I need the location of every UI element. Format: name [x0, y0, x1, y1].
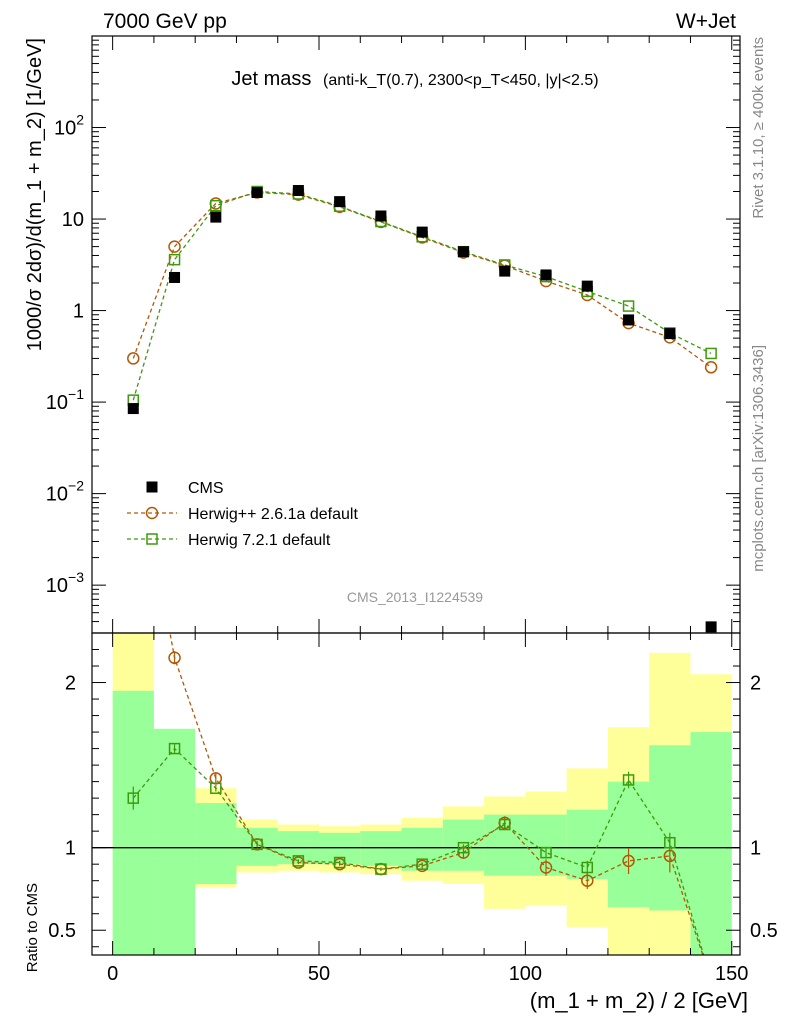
ratio-y-tick-label-right: 1 — [750, 838, 761, 860]
mc-point — [705, 347, 717, 360]
cms-data-point — [581, 280, 593, 292]
band-inner-bin — [690, 732, 732, 955]
main-title-detail: (anti-k_T(0.7), 2300<p_T<450, |y|<2.5) — [323, 72, 599, 89]
main-title-text: Jet mass — [231, 68, 311, 90]
ratio-y-tick-label-right: 2 — [750, 673, 761, 695]
ratio-point — [127, 792, 140, 804]
band-inner-bin — [319, 832, 361, 865]
cms-data-point — [292, 185, 304, 197]
cms-data-point — [540, 269, 552, 281]
main-series-group — [127, 185, 718, 633]
ratio-point — [664, 836, 676, 849]
legend-label: CMS — [188, 480, 224, 497]
legend-item: Herwig++ 2.6.1a default — [127, 506, 358, 523]
ratio-y-tick-label: 0.5 — [48, 920, 76, 942]
ratio-y-tick-label-right: 0.5 — [750, 920, 778, 942]
cms-data-point — [375, 210, 387, 222]
ratio-series-group — [127, 429, 705, 955]
cms-data-point — [416, 226, 428, 238]
uncertainty-band-inner — [112, 690, 732, 955]
ratio-point — [540, 846, 552, 859]
legend-marker — [145, 506, 159, 520]
side-label-rivet: Rivet 3.1.10, ≥ 400k events — [750, 37, 767, 219]
y-tick-label: 102 — [54, 112, 84, 140]
band-inner-bin — [649, 745, 691, 911]
ratio-point — [168, 742, 181, 755]
ratio-ylabel: Ratio to CMS — [24, 883, 41, 972]
legend-marker — [146, 481, 158, 493]
legend-label: Herwig++ 2.6.1a default — [188, 506, 358, 523]
mc-point — [168, 240, 181, 253]
mc-point — [127, 352, 140, 365]
header-left: 7000 GeV pp — [103, 10, 227, 33]
mc-point — [704, 361, 718, 374]
ratio-point — [457, 841, 470, 854]
ratio-point — [498, 818, 511, 831]
ratio-series-line — [169, 633, 704, 955]
y-tick-label: 10−3 — [46, 569, 84, 597]
cms-data-point — [251, 187, 263, 199]
mc-point — [168, 253, 181, 266]
band-inner-bin — [607, 781, 650, 908]
legend-item: Herwig 7.2.1 default — [127, 532, 331, 549]
y-tick-label: 10−2 — [46, 478, 84, 506]
x-tick-label: 50 — [308, 963, 330, 985]
ratio-point — [128, 429, 139, 440]
x-tick-label: 100 — [509, 963, 542, 985]
x-tick-label: 150 — [715, 963, 748, 985]
ratio-point — [375, 863, 387, 875]
cms-data-point — [705, 621, 717, 633]
band-inner-bin — [360, 831, 402, 866]
y-tick-label: 10 — [62, 209, 84, 231]
ratio-point — [251, 838, 263, 851]
header-right: W+Jet — [676, 10, 736, 33]
cms-data-point — [623, 314, 635, 326]
cms-data-point — [127, 403, 139, 415]
x-axis-label: (m_1 + m_2) / 2 [GeV] — [530, 988, 748, 1013]
ratio-point — [622, 774, 635, 786]
cms-data-point — [169, 271, 181, 283]
side-label-mcplots: mcplots.cern.ch [arXiv:1306.3436] — [750, 345, 767, 572]
legend: CMS Herwig++ 2.6.1a default Herwig 7.2.1 d… — [127, 480, 358, 549]
watermark: CMS_2013_I1224539 — [347, 589, 483, 605]
ratio-point — [168, 651, 181, 665]
ratio-point — [210, 782, 222, 794]
legend-item: CMS — [146, 480, 224, 497]
ratio-point — [416, 858, 428, 870]
main-series-line — [132, 190, 712, 401]
main-ylabel: 1000/σ 2dσ)/d(m_1 + m_2) [1/GeV] — [24, 38, 46, 351]
ratio-point — [581, 874, 594, 887]
axis-ticks — [92, 36, 740, 955]
band-inner-bin — [195, 803, 237, 884]
cms-data-point — [210, 211, 222, 223]
ratio-y-tick-label: 1 — [65, 838, 76, 860]
ratio-y-tick-label: 2 — [65, 673, 76, 695]
ratio-point — [292, 855, 305, 867]
cms-data-point — [664, 328, 676, 340]
cms-data-point — [457, 246, 469, 258]
ratio-point — [333, 856, 346, 869]
band-inner-bin — [112, 690, 154, 955]
legend-label: Herwig 7.2.1 default — [188, 532, 331, 549]
y-tick-label: 10−1 — [46, 386, 84, 414]
mc-point — [622, 300, 635, 312]
ratio-panel-frame — [91, 632, 741, 956]
mc-point — [210, 199, 222, 212]
x-tick-label: 0 — [107, 963, 118, 985]
cms-data-point — [499, 265, 511, 277]
ratio-point — [581, 861, 594, 874]
cms-data-point — [334, 196, 346, 208]
ratio-point — [622, 854, 635, 868]
band-inner-bin — [153, 728, 196, 955]
legend-marker — [146, 533, 158, 545]
ratio-point — [539, 861, 553, 874]
y-tick-label: 1 — [73, 301, 84, 323]
tick-labels: 0 50 100 150 10−3 10−2 10−1 1 10 102 0.5 0.5 1 1 2 2 — [46, 112, 778, 985]
main-title: Jet mass (anti-k_T(0.7), 2300<p_T<450, |… — [231, 68, 598, 90]
